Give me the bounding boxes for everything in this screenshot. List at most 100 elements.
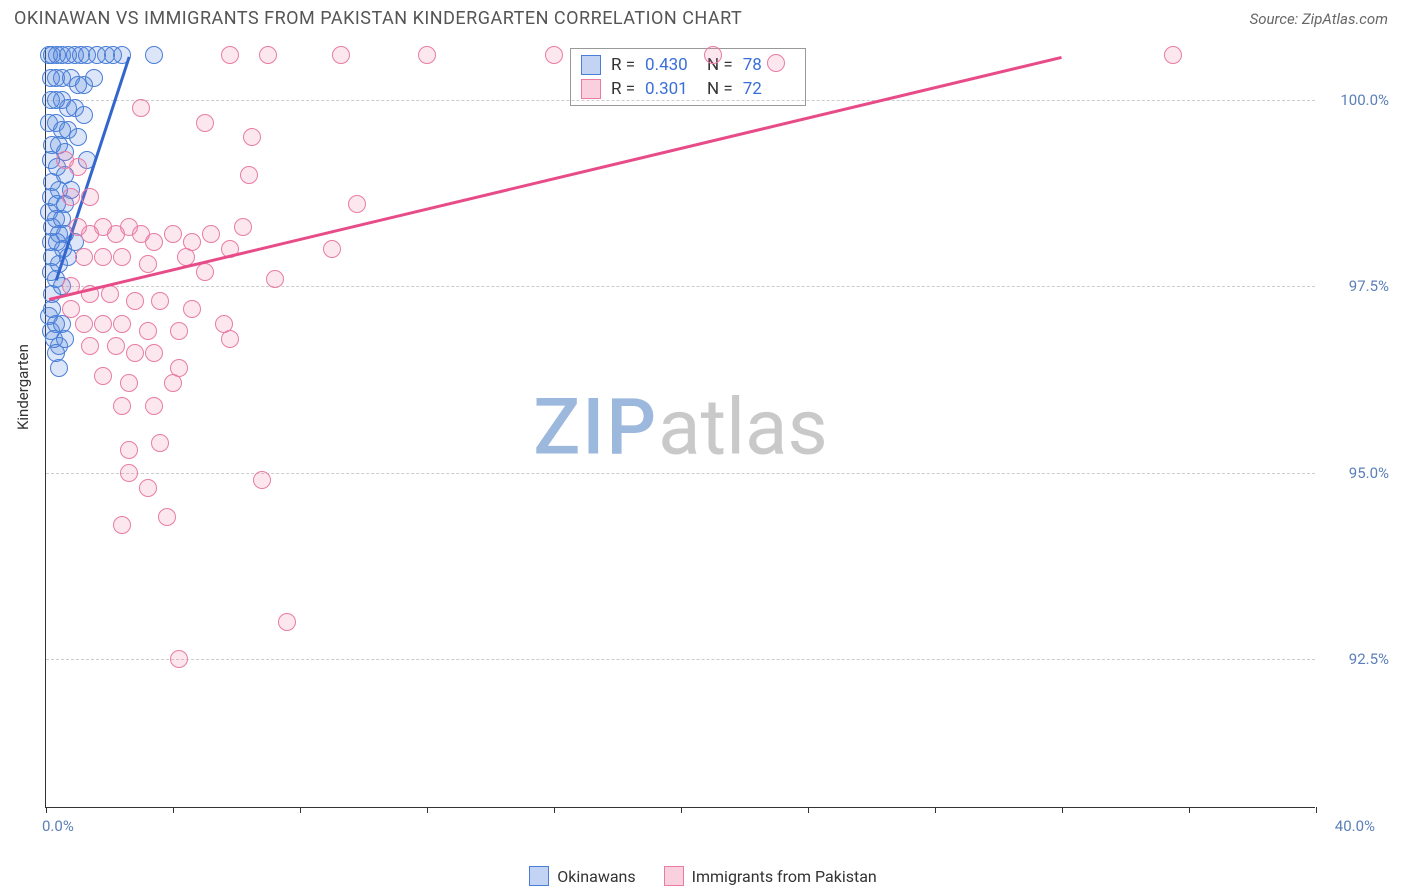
legend-label: Okinawans <box>557 867 635 886</box>
data-point <box>348 195 366 213</box>
stats-row-pakistan: R = 0.301 N = 72 <box>581 77 795 101</box>
data-point <box>196 114 214 132</box>
data-point <box>107 337 125 355</box>
legend-label: Immigrants from Pakistan <box>692 867 877 886</box>
data-point <box>145 344 163 362</box>
data-point <box>278 613 296 631</box>
data-point <box>221 330 239 348</box>
data-point <box>151 434 169 452</box>
data-point <box>545 46 563 64</box>
data-point <box>158 508 176 526</box>
data-point <box>120 464 138 482</box>
data-point <box>164 374 182 392</box>
legend-item-pakistan: Immigrants from Pakistan <box>664 866 877 886</box>
data-point <box>170 322 188 340</box>
source-attribution: Source: ZipAtlas.com <box>1250 10 1388 28</box>
x-tick <box>554 807 555 813</box>
data-point <box>81 337 99 355</box>
data-point <box>767 54 785 72</box>
gridline <box>46 473 1315 474</box>
data-point <box>202 225 220 243</box>
data-point <box>266 270 284 288</box>
watermark-brand-1: ZIP <box>533 382 658 473</box>
data-point <box>145 46 163 64</box>
data-point <box>240 166 258 184</box>
data-point <box>1164 46 1182 64</box>
y-axis-label: Kindergarten <box>14 344 32 430</box>
data-point <box>196 263 214 281</box>
data-point <box>69 128 87 146</box>
data-point <box>332 46 350 64</box>
data-point <box>120 441 138 459</box>
x-tick <box>1189 807 1190 813</box>
data-point <box>62 188 80 206</box>
data-point <box>69 158 87 176</box>
y-tick-label: 100.0% <box>1340 91 1389 109</box>
gridline <box>46 100 1315 101</box>
data-point <box>113 516 131 534</box>
y-tick-label: 95.0% <box>1349 464 1389 482</box>
data-point <box>139 322 157 340</box>
data-point <box>151 292 169 310</box>
swatch-blue-icon <box>529 866 549 886</box>
n-label: N = <box>707 79 733 99</box>
chart-title: OKINAWAN VS IMMIGRANTS FROM PAKISTAN KIN… <box>14 8 742 29</box>
data-point <box>183 300 201 318</box>
r-label: R = <box>611 79 635 99</box>
y-tick-label: 97.5% <box>1349 277 1389 295</box>
data-point <box>253 471 271 489</box>
x-tick <box>935 807 936 813</box>
data-point <box>75 248 93 266</box>
r-value-pakistan: 0.301 <box>645 79 697 99</box>
x-tick <box>427 807 428 813</box>
data-point <box>113 397 131 415</box>
swatch-pink-icon <box>581 79 601 99</box>
data-point <box>94 315 112 333</box>
data-point <box>62 300 80 318</box>
data-point <box>323 240 341 258</box>
data-point <box>113 315 131 333</box>
data-point <box>221 46 239 64</box>
trend-line <box>49 55 1062 300</box>
data-point <box>113 248 131 266</box>
x-tick <box>1062 807 1063 813</box>
data-point <box>164 225 182 243</box>
watermark: ZIPatlas <box>533 382 828 473</box>
bottom-legend: Okinawans Immigrants from Pakistan <box>0 866 1406 886</box>
data-point <box>132 99 150 117</box>
data-point <box>704 46 722 64</box>
x-max-label: 40.0% <box>1335 817 1375 835</box>
x-tick <box>46 807 47 813</box>
data-point <box>94 367 112 385</box>
data-point <box>120 374 138 392</box>
stats-row-okinawans: R = 0.430 N = 78 <box>581 53 795 77</box>
swatch-pink-icon <box>664 866 684 886</box>
scatter-plot-area: ZIPatlas R = 0.430 N = 78 R = 0.301 N = … <box>45 48 1315 808</box>
data-point <box>50 359 68 377</box>
data-point <box>259 46 277 64</box>
data-point <box>126 344 144 362</box>
x-min-label: 0.0% <box>42 817 74 835</box>
data-point <box>81 188 99 206</box>
swatch-blue-icon <box>581 55 601 75</box>
chart-header: OKINAWAN VS IMMIGRANTS FROM PAKISTAN KIN… <box>0 0 1406 35</box>
n-value-pakistan: 72 <box>743 79 795 99</box>
data-point <box>75 315 93 333</box>
data-point <box>139 255 157 273</box>
legend-item-okinawans: Okinawans <box>529 866 635 886</box>
data-point <box>418 46 436 64</box>
data-point <box>94 248 112 266</box>
data-point <box>145 397 163 415</box>
data-point <box>234 218 252 236</box>
data-point <box>243 128 261 146</box>
y-tick-label: 92.5% <box>1349 650 1389 668</box>
x-tick <box>808 807 809 813</box>
watermark-brand-2: atlas <box>658 382 828 473</box>
x-tick <box>300 807 301 813</box>
data-point <box>170 650 188 668</box>
data-point <box>139 479 157 497</box>
data-point <box>145 233 163 251</box>
data-point <box>75 106 93 124</box>
data-point <box>126 292 144 310</box>
x-tick <box>681 807 682 813</box>
